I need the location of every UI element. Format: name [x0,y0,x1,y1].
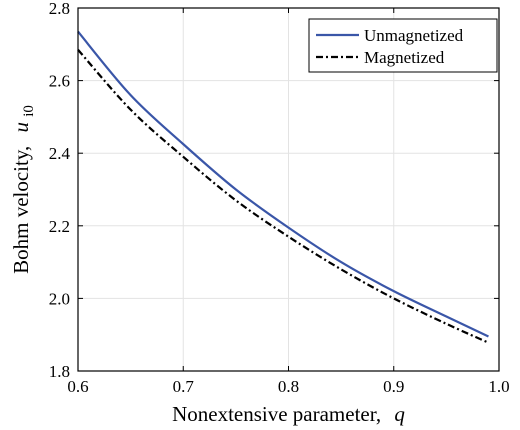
legend: Unmagnetized Magnetized [308,18,498,73]
legend-box [308,18,498,73]
x-axis-label-text: Nonextensive parameter, [172,402,381,426]
x-axis-label-symbol: q [394,402,405,426]
y-axis-label: Bohm velocity, u i0 [9,105,37,274]
x-tick-label: 0.8 [278,377,299,396]
x-tick-label: 0.9 [383,377,404,396]
y-tick-label: 2.0 [49,289,70,308]
x-tick-label: 0.7 [173,377,195,396]
y-tick-label: 2.2 [49,217,70,236]
y-axis-label-text: Bohm velocity, [9,146,33,274]
y-tick-label: 2.4 [49,144,71,163]
y-tick-label: 2.8 [49,0,70,18]
x-tick-label: 0.6 [67,377,88,396]
series-layer [77,30,489,344]
y-axis-label-symbol: u [9,122,33,133]
x-tick-label: 1.0 [488,377,509,396]
y-axis-label-subscript: i0 [21,105,37,117]
series-line-magnetized [77,49,489,344]
legend-label-magnetized: Magnetized [364,48,445,67]
y-tick-label: 2.6 [49,72,70,91]
y-tick-label: 1.8 [49,362,70,381]
x-axis-label: Nonextensive parameter, q [172,402,405,426]
legend-label-unmagnetized: Unmagnetized [364,26,464,45]
series-line-unmagnetized [77,30,489,338]
ticks: 0.6 0.7 0.8 0.9 1.0 1.8 2.0 2.2 2.4 2.6 2.8 [49,0,510,396]
